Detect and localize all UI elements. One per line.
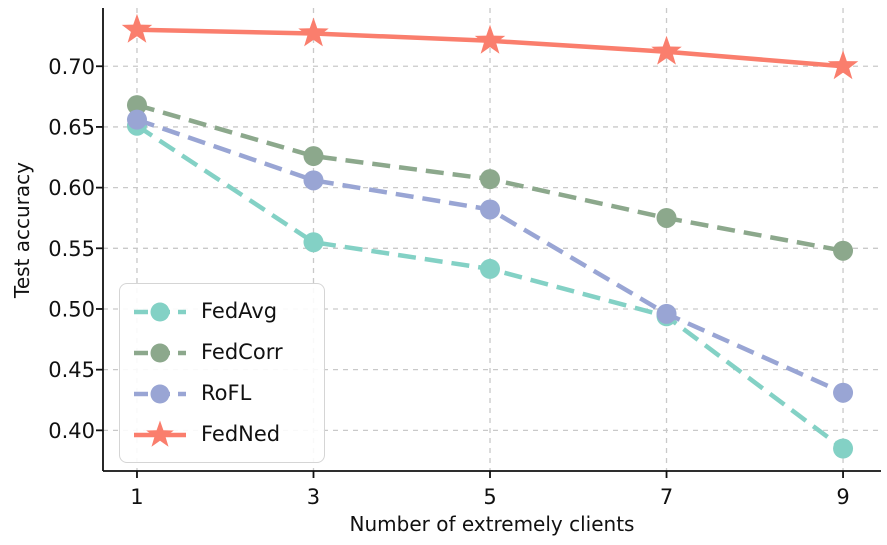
x-axis-label: Number of extremely clients <box>349 512 635 536</box>
marker-fedavg-x5 <box>480 258 501 279</box>
marker-fedned-x7 <box>651 35 682 65</box>
y-axis-label: Test accuracy <box>10 162 34 298</box>
marker-rofl-x1 <box>126 109 147 130</box>
marker-rofl-x5 <box>480 199 501 220</box>
legend-label-rofl: RoFL <box>201 381 252 405</box>
legend-label-fedavg: FedAvg <box>201 299 278 323</box>
legend-item-fedavg: FedAvg <box>132 291 312 332</box>
legend-label-fedned: FedNed <box>201 422 281 446</box>
marker-fedned-x3 <box>298 17 329 47</box>
marker-fedcorr-x3 <box>303 146 324 167</box>
marker-fedned-x9 <box>827 50 859 80</box>
legend-label-fedcorr: FedCorr <box>201 340 283 364</box>
marker-fedcorr-x7 <box>656 207 677 228</box>
marker-fedcorr-x5 <box>480 169 501 190</box>
legend-sample-fedavg <box>134 302 186 321</box>
legend-sample-fedcorr <box>134 343 186 362</box>
marker-fedavg-x9 <box>833 438 854 459</box>
circle-marker-icon <box>150 343 170 362</box>
x-tick-label: 1 <box>130 485 143 509</box>
legend: FedAvg FedCorr RoFL FedNed <box>119 283 325 463</box>
x-tick-label: 7 <box>660 485 673 509</box>
circle-marker-icon <box>150 302 170 321</box>
marker-fedned-x1 <box>121 13 153 43</box>
y-tick-label: 0.55 <box>48 237 95 261</box>
y-tick-label: 0.45 <box>48 358 95 382</box>
x-tick-label: 9 <box>836 485 849 509</box>
legend-item-fedcorr: FedCorr <box>132 332 312 373</box>
y-tick-label: 0.60 <box>48 176 95 200</box>
star-icon <box>146 420 174 447</box>
y-tick-label: 0.40 <box>48 419 95 443</box>
y-tick-label: 0.65 <box>48 115 95 139</box>
marker-fedcorr-x9 <box>833 240 854 261</box>
marker-rofl-x9 <box>833 382 854 403</box>
legend-sample-rofl <box>134 384 186 403</box>
y-tick-label: 0.70 <box>48 55 95 79</box>
x-tick-label: 3 <box>307 485 320 509</box>
legend-item-fedned: FedNed <box>132 414 312 455</box>
marker-fedned-x5 <box>474 24 506 54</box>
legend-item-rofl: RoFL <box>132 373 312 414</box>
circle-marker-icon <box>150 384 170 403</box>
x-tick-label: 5 <box>483 485 496 509</box>
marker-rofl-x7 <box>656 303 677 324</box>
marker-fedcorr-x1 <box>126 95 147 116</box>
y-tick-label: 0.50 <box>48 297 95 321</box>
marker-fedavg-x3 <box>303 232 324 253</box>
legend-sample-fedned <box>134 420 186 447</box>
marker-rofl-x3 <box>303 170 324 191</box>
